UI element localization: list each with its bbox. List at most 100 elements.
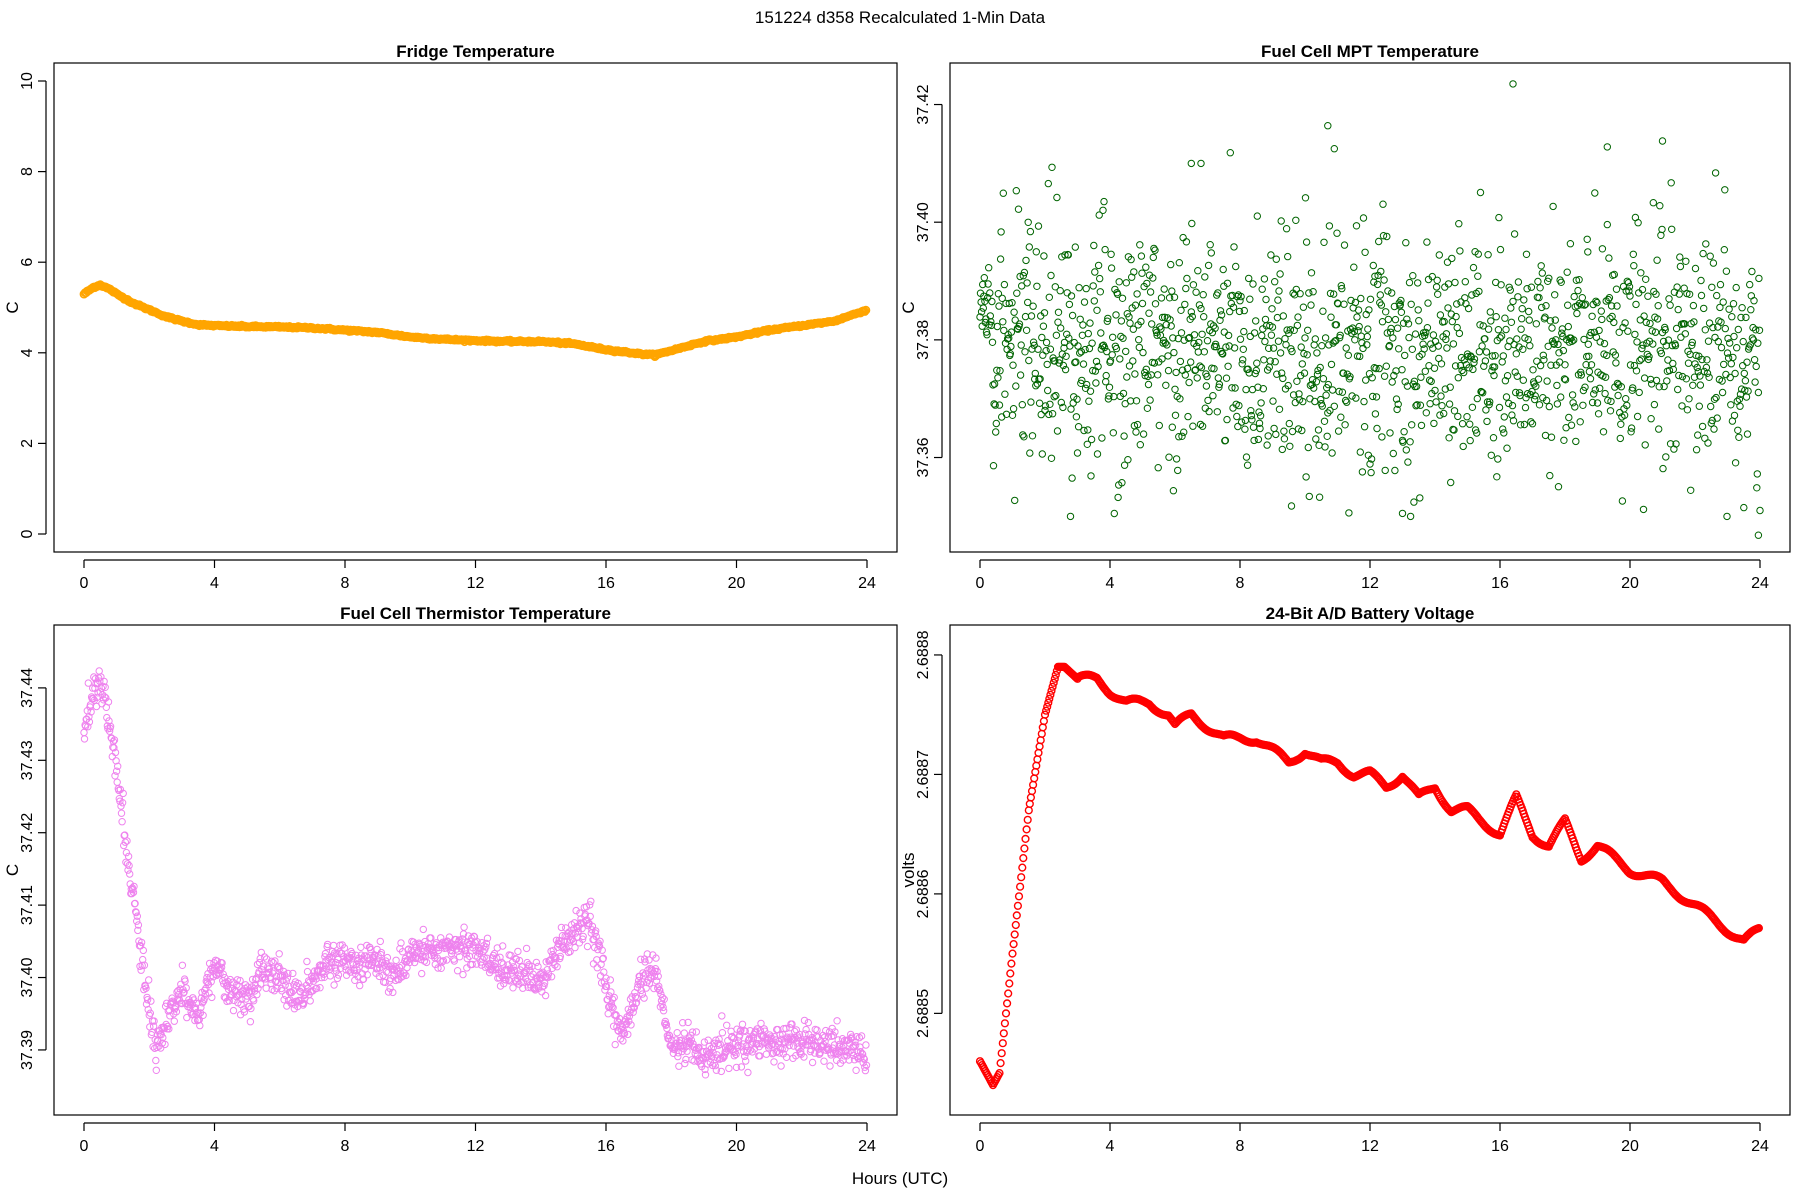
data-point (1659, 464, 1667, 473)
data-point (732, 1063, 741, 1072)
data-point (1043, 360, 1051, 369)
data-point (1258, 331, 1266, 340)
data-point (1688, 341, 1696, 349)
data-point (716, 1040, 724, 1049)
data-point (1176, 395, 1184, 403)
data-point (1652, 290, 1660, 298)
data-point (1340, 241, 1349, 249)
data-point (1585, 352, 1593, 360)
data-point (275, 950, 283, 958)
data-point (1233, 412, 1241, 421)
data-point (1382, 308, 1390, 316)
data-point (619, 1037, 627, 1045)
data-point (1268, 323, 1277, 331)
data-point (1027, 312, 1036, 320)
data-point (1393, 324, 1402, 332)
data-point (1525, 307, 1533, 316)
data-point (1316, 363, 1324, 372)
data-point (1236, 335, 1245, 343)
data-point (1047, 271, 1055, 280)
data-point (1149, 274, 1157, 282)
data-point (1717, 343, 1726, 352)
data-point (1273, 370, 1281, 378)
data-point (1492, 313, 1500, 321)
data-point (240, 1008, 249, 1016)
plot-frame (949, 624, 1791, 1116)
data-point (1042, 338, 1051, 347)
data-point (1045, 293, 1054, 301)
data-point (359, 975, 368, 983)
data-point (1044, 698, 1053, 707)
data-point (460, 923, 468, 931)
data-point (1575, 276, 1583, 284)
data-point (1129, 325, 1138, 333)
x-tick-label: 0 (976, 575, 985, 592)
data-point (981, 318, 990, 327)
data-point (1570, 336, 1578, 344)
data-point (1500, 413, 1509, 421)
data-point (1135, 336, 1143, 344)
y-tick-label: 37.36 (915, 437, 932, 477)
data-point (738, 1020, 747, 1029)
data-point (1070, 338, 1079, 347)
data-point (1430, 364, 1439, 372)
data-point (1285, 419, 1294, 428)
data-point (1016, 272, 1024, 281)
data-point (1551, 291, 1559, 299)
data-point (1151, 300, 1160, 308)
data-point (1256, 412, 1265, 420)
data-point (90, 673, 98, 681)
data-point (1347, 296, 1355, 305)
data-point (1519, 345, 1527, 353)
data-point (1203, 372, 1211, 381)
data-point (701, 1071, 710, 1079)
data-point (1238, 360, 1246, 368)
data-point (1401, 378, 1409, 386)
data-point (800, 1016, 809, 1025)
data-point (1603, 351, 1611, 360)
data-point (1302, 238, 1311, 246)
data-point (384, 988, 393, 996)
data-point (1199, 291, 1207, 299)
data-point (1087, 472, 1095, 480)
data-point (1226, 149, 1235, 157)
data-point (114, 762, 122, 770)
data-point (1098, 434, 1106, 442)
data-point (1373, 424, 1381, 433)
data-point (500, 979, 508, 988)
data-point (592, 927, 600, 935)
data-point (108, 752, 117, 761)
data-point (1750, 297, 1758, 305)
data-point (833, 1017, 841, 1025)
data-point (1021, 312, 1030, 321)
data-point (1594, 410, 1603, 418)
data-point (1358, 339, 1366, 347)
data-point (1547, 361, 1555, 369)
data-point (124, 852, 133, 861)
data-point (1413, 401, 1421, 409)
data-point (1175, 259, 1184, 267)
data-point (303, 967, 312, 976)
data-point (1588, 312, 1596, 320)
data-point (1183, 274, 1191, 283)
data-point (617, 1035, 625, 1043)
data-point (1139, 348, 1147, 357)
data-point (996, 255, 1005, 263)
data-point (1725, 305, 1733, 313)
data-point (1541, 431, 1550, 440)
data-point (746, 1027, 754, 1035)
data-point (1231, 384, 1239, 392)
data-point (1549, 202, 1557, 211)
data-point (858, 1050, 867, 1059)
data-point (1048, 410, 1057, 418)
data-point (1486, 398, 1494, 406)
data-point (1559, 346, 1568, 355)
data-point (718, 1012, 726, 1020)
data-point (1498, 358, 1506, 366)
data-point (1676, 253, 1684, 261)
data-point (321, 949, 330, 958)
data-point (1388, 378, 1396, 386)
x-tick-label: 12 (467, 575, 485, 592)
data-point (1028, 432, 1037, 440)
